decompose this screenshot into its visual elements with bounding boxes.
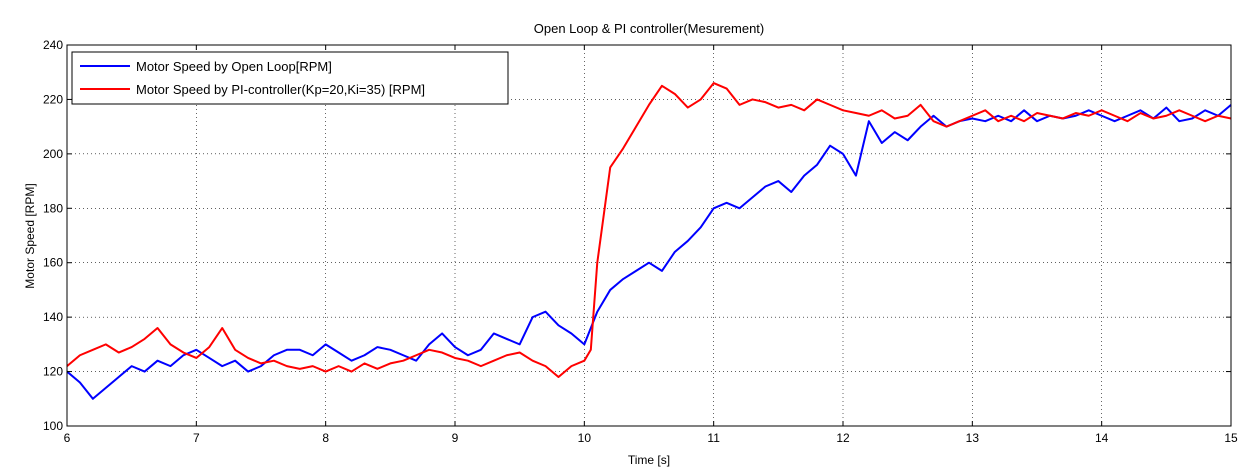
x-tick-label: 15 <box>1224 431 1238 445</box>
x-tick-label: 14 <box>1095 431 1109 445</box>
legend-label-open-loop: Motor Speed by Open Loop[RPM] <box>136 59 332 74</box>
series-line-1 <box>66 82 1232 379</box>
ticks: 6 7 8 9 10 11 12 13 14 15 100 120 140 160 180 200 220 240 <box>43 38 1238 445</box>
series-line-0 <box>66 104 1232 400</box>
x-tick-label: 13 <box>966 431 980 445</box>
y-tick-label: 200 <box>43 147 63 161</box>
y-tick-label: 120 <box>43 365 63 379</box>
plot-area <box>66 82 1232 400</box>
x-tick-label: 10 <box>578 431 592 445</box>
axes-box <box>66 44 1232 427</box>
y-tick-label: 100 <box>43 419 63 433</box>
y-tick-label: 140 <box>43 310 63 324</box>
x-tick-label: 12 <box>836 431 850 445</box>
legend: Motor Speed by Open Loop[RPM] Motor Spee… <box>71 51 509 105</box>
y-tick-label: 180 <box>43 201 63 215</box>
y-tick-label: 220 <box>43 92 63 106</box>
x-tick-label: 8 <box>322 431 329 445</box>
y-tick-label: 160 <box>43 256 63 270</box>
chart-title: Open Loop & PI controller(Mesurement) <box>534 21 765 36</box>
x-tick-label: 6 <box>64 431 71 445</box>
y-tick-label: 240 <box>43 38 63 52</box>
x-tick-label: 11 <box>707 431 720 445</box>
x-tick-label: 9 <box>452 431 459 445</box>
legend-box <box>71 51 509 105</box>
y-axis-label: Motor Speed [RPM] <box>23 183 37 288</box>
x-tick-label: 7 <box>193 431 200 445</box>
legend-label-pi-controller: Motor Speed by PI-controller(Kp=20,Ki=35… <box>136 82 425 97</box>
x-axis-label: Time [s] <box>628 453 670 467</box>
